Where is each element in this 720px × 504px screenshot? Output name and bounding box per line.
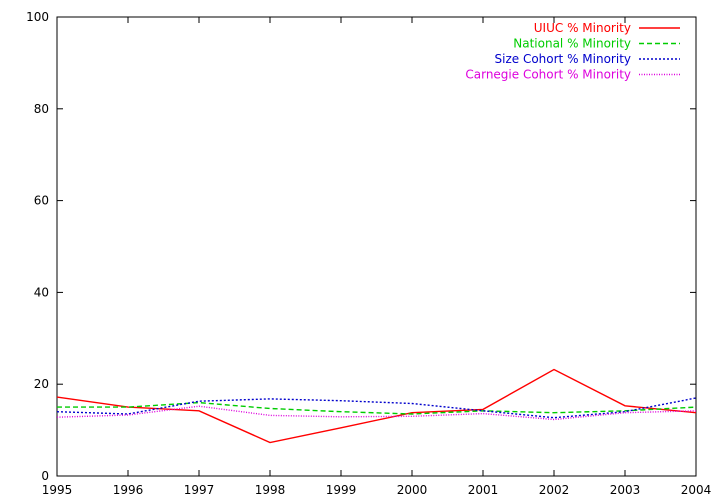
x-tick-label: 1997 (184, 483, 215, 497)
y-tick-label: 100 (26, 10, 49, 24)
legend-label-0: UIUC % Minority (534, 21, 631, 35)
series-lines (56, 368, 697, 444)
plot-frame (56, 16, 697, 477)
y-tick-label: 20 (34, 377, 49, 391)
x-tick-label: 1995 (42, 483, 73, 497)
x-axis: 1995 1996 1997 1998 1999 2000 2001 2002 2003 2004 (42, 17, 712, 497)
y-tick-label: 80 (34, 102, 49, 116)
series-line-3 (56, 405, 697, 421)
legend-label-1: National % Minority (513, 37, 631, 51)
x-tick-label: 2004 (681, 483, 712, 497)
x-tick-label: 1999 (326, 483, 357, 497)
series-line-0 (56, 368, 697, 444)
legend-label-2: Size Cohort % Minority (495, 52, 632, 66)
x-tick-label: 1998 (255, 483, 286, 497)
series-line-1 (57, 401, 697, 415)
x-tick-label: 1996 (113, 483, 144, 497)
y-axis: 0 20 40 60 80 100 (26, 10, 696, 483)
y-tick-label: 40 (34, 285, 49, 299)
x-tick-label: 2000 (397, 483, 428, 497)
x-tick-label: 2003 (610, 483, 641, 497)
x-tick-label: 2001 (468, 483, 499, 497)
legend-label-3: Carnegie Cohort % Minority (465, 68, 631, 82)
y-tick-label: 60 (34, 194, 49, 208)
series-line-2 (56, 397, 697, 419)
x-tick-label: 2002 (539, 483, 570, 497)
y-tick-label: 0 (41, 469, 49, 483)
